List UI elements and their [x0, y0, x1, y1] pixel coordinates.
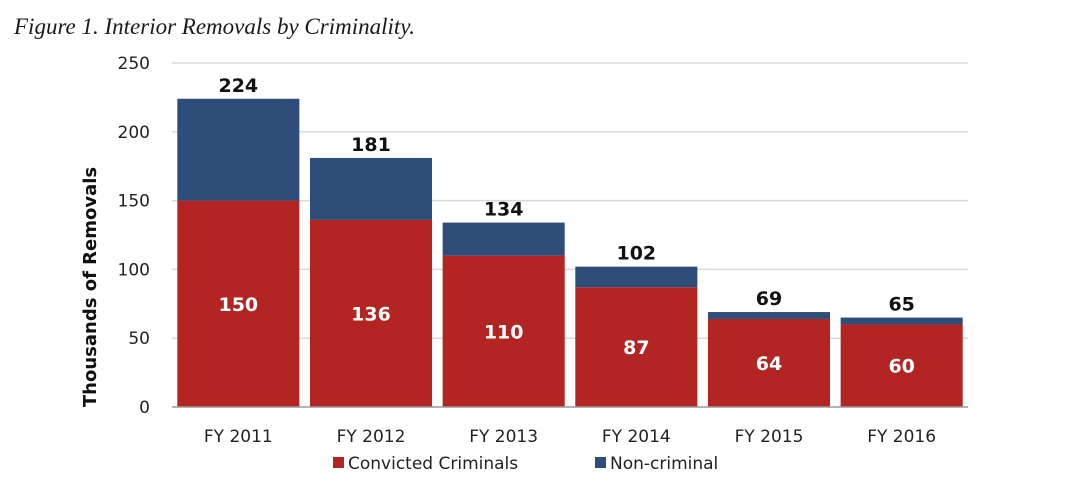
- bar-convicted-criminals: [309, 219, 433, 407]
- data-label-total: 65: [888, 294, 914, 316]
- legend: Convicted Criminals Non-criminal: [333, 454, 718, 474]
- x-tick-label: FY 2011: [204, 427, 273, 447]
- legend-swatch-convicted: [333, 457, 344, 468]
- data-label-total: 134: [484, 199, 524, 221]
- chart-title: Figure 1. Interior Removals by Criminali…: [13, 14, 415, 39]
- y-tick-label: 250: [118, 54, 150, 74]
- y-tick-label: 0: [139, 398, 150, 418]
- y-tick-label: 200: [118, 123, 150, 143]
- bar-convicted-criminals: [575, 287, 698, 407]
- bar-non-criminal: [309, 157, 433, 220]
- bar-convicted-criminals: [177, 200, 300, 407]
- x-axis-ticks: FY 2011 FY 2012 FY 2013 FY 2014 FY 2015 FY 20…: [204, 427, 936, 447]
- y-axis-ticks: 0 50 100 150 200 250: [118, 54, 150, 418]
- x-tick-label: FY 2014: [602, 427, 671, 447]
- y-tick-label: 100: [118, 260, 150, 280]
- data-label-convicted: 150: [218, 294, 258, 316]
- bar-convicted-criminals: [442, 255, 565, 407]
- bars: 150 224 136 181 110 134 87 102 64 69 60 65: [177, 75, 963, 407]
- x-tick-label: FY 2016: [867, 427, 936, 447]
- data-label-total: 69: [756, 288, 782, 310]
- data-label-convicted: 110: [484, 321, 524, 343]
- data-label-total: 102: [616, 243, 656, 265]
- y-axis-label: Thousands of Removals: [80, 167, 101, 407]
- bar-non-criminal: [707, 312, 831, 319]
- bar-convicted-criminals: [707, 318, 831, 407]
- x-tick-label: FY 2012: [337, 427, 406, 447]
- data-label-convicted: 64: [756, 353, 782, 375]
- bar-non-criminal: [442, 222, 565, 256]
- bar-non-criminal: [840, 317, 963, 325]
- legend-label-convicted: Convicted Criminals: [348, 454, 518, 474]
- legend-label-non-criminal: Non-criminal: [610, 454, 718, 474]
- bar-non-criminal: [575, 266, 698, 288]
- bar-convicted-criminals: [840, 324, 963, 407]
- data-label-total: 224: [218, 75, 258, 97]
- data-label-convicted: 60: [888, 356, 914, 378]
- data-label-convicted: 136: [351, 303, 391, 325]
- legend-swatch-non-criminal: [595, 457, 606, 468]
- bar-non-criminal: [177, 98, 300, 201]
- data-label-convicted: 87: [623, 337, 649, 359]
- x-tick-label: FY 2015: [735, 427, 804, 447]
- gridlines: [172, 62, 968, 339]
- y-tick-label: 50: [128, 329, 150, 349]
- y-tick-label: 150: [118, 192, 150, 212]
- data-label-total: 181: [351, 134, 391, 156]
- x-tick-label: FY 2013: [469, 427, 538, 447]
